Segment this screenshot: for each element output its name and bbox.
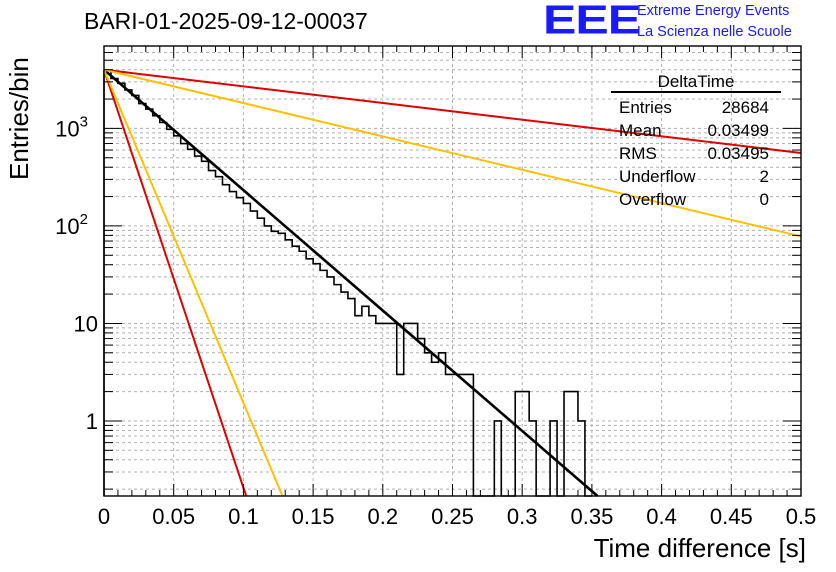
y-tick-label: 102 (55, 211, 88, 239)
x-tick-label: 0.4 (646, 504, 677, 529)
y-tick-label: 1 (86, 409, 98, 434)
series-red-steep (103, 69, 248, 497)
y-tick-label: 103 (55, 113, 88, 141)
y-axis-label: Entries/bin (4, 57, 34, 180)
x-axis-label: Time difference [s] (593, 533, 806, 563)
grid-lines (104, 46, 801, 496)
brand-line-2: La Scienza nelle Scuole (637, 24, 792, 40)
x-tick-label: 0.5 (786, 504, 817, 529)
stats-label: Overflow (619, 190, 687, 209)
series-yellow-steep (103, 69, 284, 497)
x-tick-label: 0.25 (431, 504, 474, 529)
x-tick-label: 0 (98, 504, 110, 529)
chart-title: BARI-01-2025-09-12-00037 (84, 8, 368, 34)
series-yellow-flat (103, 68, 802, 238)
stats-value: 0.03499 (707, 121, 769, 140)
histogram-deltatime (103, 69, 592, 497)
x-tick-label: 0.3 (507, 504, 538, 529)
x-tick-label: 0.2 (368, 504, 399, 529)
brand-line-1: Extreme Energy Events (637, 3, 790, 19)
stats-value: 2 (759, 167, 769, 186)
stats-label: Entries (619, 98, 672, 117)
stats-value: 0.03495 (707, 144, 769, 163)
x-tick-label: 0.05 (152, 504, 195, 529)
stats-label: Underflow (619, 167, 696, 186)
y-tick-label: 10 (74, 311, 98, 336)
series-red-flat (103, 68, 802, 154)
stats-box: DeltaTime Entries 28684 Mean 0.03499 RMS… (611, 72, 781, 211)
stats-row: RMS 0.03495 (611, 142, 781, 165)
stats-value: 28684 (721, 98, 769, 117)
data-layer (103, 68, 802, 497)
stats-label: RMS (619, 144, 657, 163)
eee-logo: EEE (543, 0, 641, 43)
stats-row: Mean 0.03499 (611, 119, 781, 142)
x-tick-label: 0.35 (570, 504, 613, 529)
stats-row: Underflow 2 (611, 165, 781, 188)
axes: 0 0.05 0.1 0.15 0.2 0.25 0.3 0.35 0.4 0.45 0.5 1 10 1… (55, 45, 817, 529)
stats-title: DeltaTime (611, 72, 781, 93)
x-tick-label: 0.1 (228, 504, 259, 529)
stats-value: 0 (759, 190, 769, 209)
x-tick-label: 0.15 (292, 504, 335, 529)
stats-label: Mean (619, 121, 662, 140)
stats-row: Overflow 0 (611, 188, 781, 211)
x-tick-label: 0.45 (710, 504, 753, 529)
stats-row: Entries 28684 (611, 96, 781, 119)
series-fit (103, 68, 599, 497)
